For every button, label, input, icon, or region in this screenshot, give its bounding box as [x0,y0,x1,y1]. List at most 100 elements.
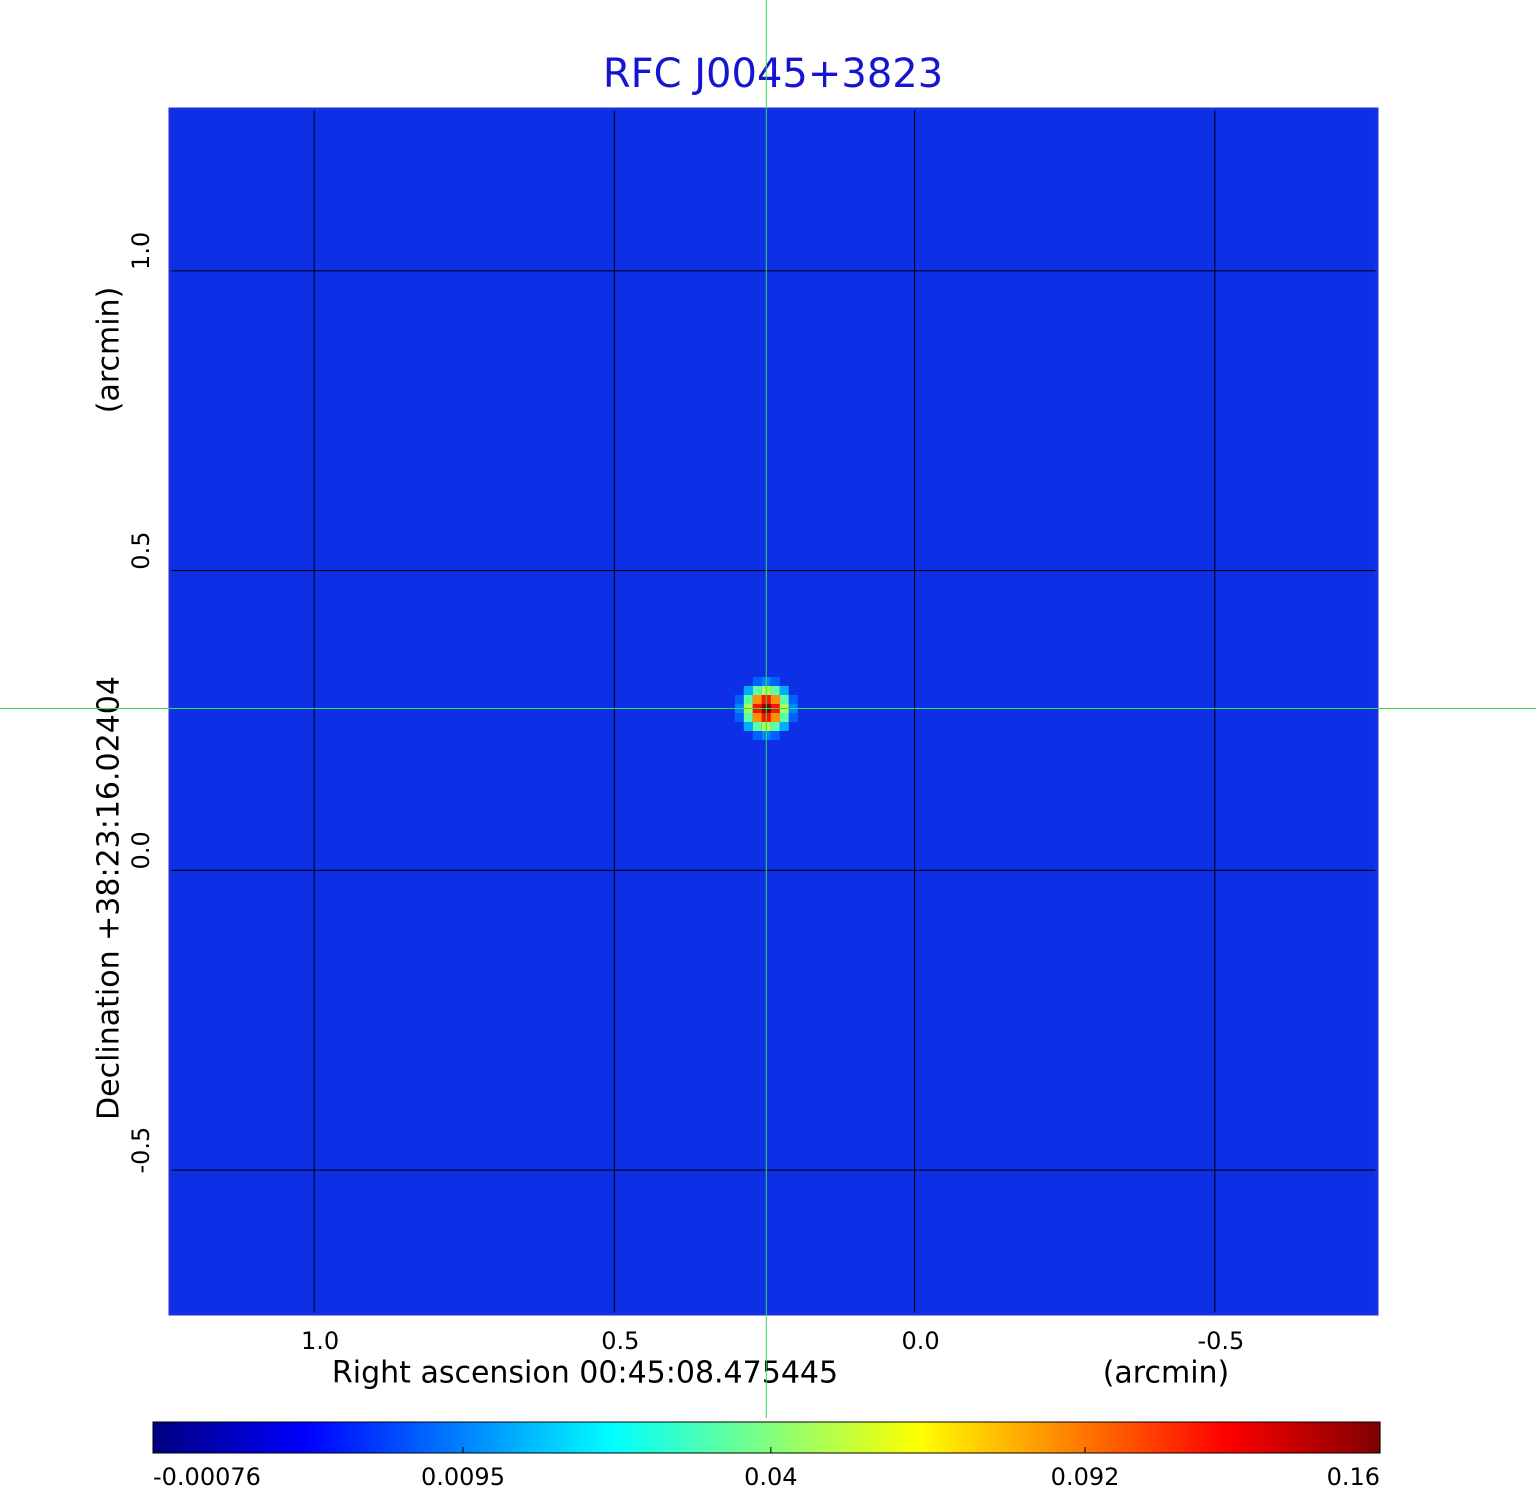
colorbar-cell [1294,1422,1299,1453]
colorbar-cell [1322,1422,1328,1453]
colorbar-cell [414,1422,420,1453]
source-halo [734,713,744,723]
colorbar-cell [1011,1422,1017,1453]
colorbar-cell [696,1422,702,1453]
colorbar-cell [210,1422,215,1453]
colorbar-cell [1200,1422,1205,1453]
source-halo [770,686,780,696]
source-halo [779,722,789,732]
x-tick-label: 0.0 [902,1327,940,1355]
colorbar-cell [934,1422,939,1453]
colorbar-cell [1163,1422,1168,1453]
colorbar-cell [1105,1422,1111,1453]
colorbar-cell [451,1422,457,1453]
x-axis-label: Right ascension 00:45:08.475445 [332,1356,838,1391]
colorbar-cell [1306,1422,1312,1453]
colorbar-cell [897,1422,903,1453]
colorbar-cell [1257,1422,1262,1453]
colorbar-cell [823,1422,829,1453]
colorbar-cell [1367,1422,1373,1453]
colorbar-cell [701,1422,706,1453]
source-halo [734,695,744,705]
colorbar-cell [439,1422,444,1453]
colorbar-cell [1159,1422,1164,1453]
colorbar-cell [774,1422,780,1453]
colorbar-cell [864,1422,870,1453]
colorbar-cell [1228,1422,1234,1453]
colorbar-cell [881,1422,886,1453]
colorbar-cell [971,1422,976,1453]
colorbar-tick-label: -0.00076 [153,1463,261,1491]
colorbar-cell [157,1422,162,1453]
colorbar-cell [791,1422,796,1453]
colorbar-cell [512,1422,518,1453]
colorbar-tick-label: 0.0095 [421,1463,505,1491]
colorbar-cell [1126,1422,1132,1453]
colorbar-cell [247,1422,252,1453]
colorbar-cell [1269,1422,1275,1453]
colorbar-cell [1138,1422,1144,1453]
colorbar-cell [1052,1422,1058,1453]
colorbar-cell [361,1422,367,1453]
colorbar-cell [647,1422,653,1453]
colorbar-cell [856,1422,862,1453]
colorbar-cell [1355,1422,1361,1453]
colorbar-cell [410,1422,416,1453]
colorbar-cell [975,1422,980,1453]
colorbar-cell [1212,1422,1217,1453]
colorbar-cell [341,1422,346,1453]
colorbar-cell [455,1422,461,1453]
colorbar-cell [422,1422,428,1453]
colorbar-cell [230,1422,236,1453]
colorbar-cell [713,1422,719,1453]
colorbar-cell [1073,1422,1078,1453]
colorbar-cell [1371,1422,1377,1453]
colorbar-cell [1330,1422,1336,1453]
colorbar-cell [766,1422,772,1453]
colorbar-cell [365,1422,371,1453]
colorbar-frame [152,1421,1381,1454]
colorbar-cell [1351,1422,1357,1453]
colorbar-cell [226,1422,232,1453]
colorbar-cell [193,1422,199,1453]
colorbar-cell [1048,1422,1054,1453]
colorbar-cell [435,1422,440,1453]
colorbar-cell [979,1422,984,1453]
colorbar-cell [811,1422,817,1453]
colorbar-cell [238,1422,244,1453]
colorbar-cell [1318,1422,1324,1453]
colorbar-cell [1130,1422,1136,1453]
colorbar-cell [987,1422,993,1453]
colorbar-cell [349,1422,355,1453]
colorbar-cell [946,1422,952,1453]
colorbar-cell [889,1422,894,1453]
colorbar-cell [300,1422,305,1453]
colorbar-cell [541,1422,547,1453]
colorbar-cell [443,1422,449,1453]
colorbar-cell [619,1422,624,1453]
colorbar-cell [660,1422,665,1453]
colorbar-cell [1339,1422,1344,1453]
colorbar-cell [1093,1422,1099,1453]
colorbar-cell [954,1422,960,1453]
colorbar-cell [390,1422,395,1453]
colorbar-cell [1015,1422,1021,1453]
y-tick-label: 0.5 [127,532,155,570]
colorbar-tick-label: 0.092 [1051,1463,1120,1491]
colorbar-cell [950,1422,956,1453]
colorbar-cell [995,1422,1001,1453]
colorbar-cell [1273,1422,1279,1453]
colorbar-cell [214,1422,220,1453]
colorbar-cell [819,1422,825,1453]
x-tick-label: 1.0 [301,1327,339,1355]
colorbar-cell [271,1422,277,1453]
colorbar-cell [1114,1422,1119,1453]
colorbar-cell [316,1422,322,1453]
colorbar-cell [369,1422,375,1453]
colorbar-cell [574,1422,579,1453]
colorbar-cell [259,1422,265,1453]
colorbar-cell [418,1422,424,1453]
colorbar-cell [913,1422,919,1453]
colorbar-cell [459,1422,465,1453]
source-halo [743,695,753,705]
